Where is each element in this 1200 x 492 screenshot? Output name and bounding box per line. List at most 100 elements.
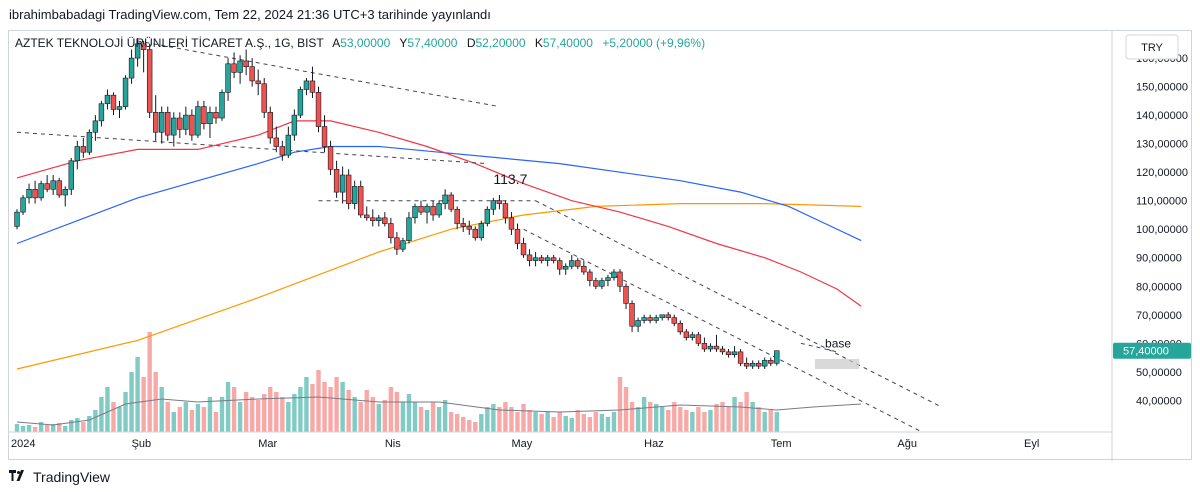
trend-line: [800, 342, 838, 353]
trend-line: [16, 131, 488, 165]
volume-bar: [593, 412, 599, 432]
volume-bar: [629, 402, 635, 432]
currency-button[interactable]: TRY: [1125, 34, 1179, 60]
volume-bar: [352, 397, 357, 432]
candle: [719, 346, 726, 355]
volume-bar: [340, 382, 345, 432]
candle: [460, 217, 466, 233]
candle: [339, 166, 346, 204]
candle: [514, 223, 521, 250]
ma-red-line: [16, 120, 862, 307]
volume-bar: [672, 402, 677, 432]
candle: [623, 283, 629, 310]
symbol-legend[interactable]: AZTEK TEKNOLOJİ ÜRÜNLERİ TİCARET A.Ş., 1…: [15, 36, 705, 50]
volume-bar: [32, 427, 38, 432]
candle: [146, 43, 153, 118]
candle: [351, 180, 358, 210]
volume-bar: [581, 414, 587, 432]
candle: [285, 126, 292, 158]
candle: [44, 175, 50, 193]
candle: [418, 200, 424, 215]
volume-bar: [448, 412, 454, 432]
volume-bar: [262, 394, 267, 432]
volume-bar: [280, 397, 285, 432]
candle: [442, 189, 448, 210]
volume-bar: [400, 402, 406, 432]
publish-line: ibrahimbabadagi TradingView.com, Tem 22,…: [9, 7, 491, 22]
volume-bar: [256, 400, 261, 432]
volume-bar: [268, 387, 273, 432]
volume-bar: [14, 424, 20, 432]
base-annotation: base: [825, 337, 851, 351]
candle: [713, 334, 720, 352]
candle: [520, 237, 527, 258]
volume-bar: [750, 402, 755, 432]
candle: [665, 311, 671, 321]
volume-bar: [376, 404, 381, 432]
candle: [128, 49, 135, 84]
candle: [62, 186, 68, 207]
candle: [412, 203, 418, 224]
candle: [207, 106, 213, 138]
volume-bar: [382, 400, 388, 432]
open-value: 53,00000: [340, 36, 390, 50]
volume-bar: [732, 397, 737, 432]
volume-bar: [310, 384, 315, 432]
volume-bar: [57, 423, 62, 432]
y-tick-label: 130,00000: [1136, 139, 1188, 151]
volume-bar: [219, 397, 225, 432]
volume-bar: [744, 392, 749, 432]
time-axis[interactable]: 2024 Şub Mar Nis May Haz Tem Ağu Eyl: [11, 438, 1039, 450]
candle: [201, 100, 207, 130]
x-tick-label: Tem: [771, 438, 792, 450]
volume-bar: [183, 402, 189, 432]
candle: [466, 220, 472, 235]
volume-bar: [617, 377, 623, 432]
trend-line: [137, 40, 500, 108]
open-label: A: [332, 36, 340, 50]
candle: [436, 200, 442, 218]
volume-bar: [75, 418, 80, 432]
volume-bar: [641, 397, 647, 432]
y-tick-label: 50,00000: [1136, 367, 1182, 379]
volume-bar: [587, 417, 593, 432]
volume-bar: [509, 407, 514, 432]
candle: [677, 320, 684, 335]
candle: [171, 112, 177, 147]
volume-bar: [141, 377, 146, 432]
candle: [737, 349, 744, 367]
x-tick-label: Şub: [132, 438, 152, 450]
close-label: K: [535, 36, 543, 50]
candle: [689, 331, 696, 341]
candle: [165, 106, 171, 141]
volume-bar: [491, 404, 496, 432]
volume-bar: [653, 404, 659, 432]
price-chart[interactable]: 113.7 base 160,00000150,00000140,0000013…: [9, 31, 1193, 461]
volume-bar: [569, 418, 574, 432]
candle: [116, 100, 123, 118]
candle: [538, 254, 545, 264]
candle: [364, 206, 370, 221]
volume-bar: [20, 426, 26, 432]
candle: [14, 209, 20, 230]
volume-bar: [774, 412, 779, 432]
volume-bar: [207, 397, 213, 432]
change-value: +5,20000 (+9,96%): [602, 36, 705, 50]
candle: [532, 252, 539, 267]
volume-bar: [171, 412, 176, 432]
volume-bar: [129, 372, 134, 432]
x-tick-label: Nis: [385, 438, 401, 450]
volume-bar: [738, 402, 743, 432]
volume-bar: [87, 416, 92, 432]
candle: [454, 206, 460, 230]
candle: [309, 66, 316, 99]
candle: [140, 41, 147, 73]
candle: [400, 237, 406, 253]
candle: [177, 112, 183, 138]
volume-bar: [225, 382, 231, 432]
volume-bar: [38, 422, 44, 432]
x-tick-label: Eyl: [1024, 438, 1039, 450]
y-tick-label: 80,00000: [1136, 281, 1182, 293]
candle: [303, 78, 310, 96]
candle: [152, 95, 159, 141]
